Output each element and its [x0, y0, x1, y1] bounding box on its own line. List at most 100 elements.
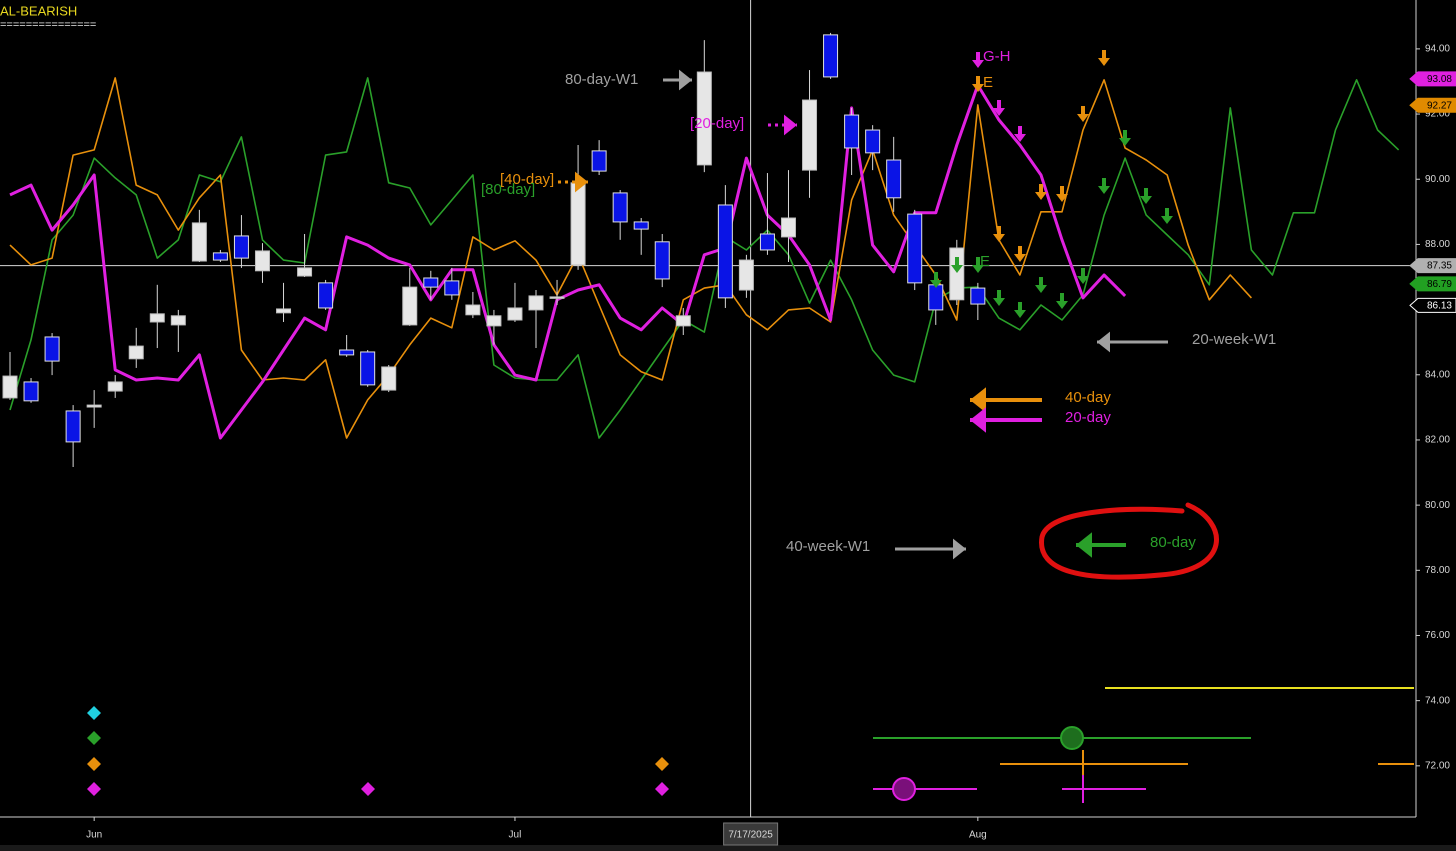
y-tick-label: 92.00 [1425, 109, 1450, 120]
cycle-arrow [1161, 208, 1173, 224]
candle-body [444, 280, 460, 296]
annotation: [80-day] [481, 181, 535, 198]
annotation: [20-day] [690, 115, 744, 132]
headline: AL-BEARISH [0, 3, 77, 18]
cycle-arrow [1098, 50, 1110, 66]
candle-body [907, 213, 923, 284]
x-tick-label: Aug [969, 830, 987, 841]
x-tick-label: Jul [509, 830, 522, 841]
candle-body [65, 410, 81, 443]
price-tag [1409, 71, 1456, 87]
candle-body [402, 286, 418, 326]
candle-body [191, 222, 207, 262]
pointer-head [970, 407, 986, 433]
candle-body [233, 235, 249, 259]
annotation: 20-week-W1 [1192, 331, 1276, 348]
diamond [655, 782, 669, 796]
price-tag [1409, 97, 1456, 113]
candle-body [170, 315, 186, 326]
cycle-arrow [1077, 106, 1089, 122]
cycle-arrow [1119, 130, 1131, 146]
candle-body [212, 252, 228, 261]
annotation: G-H [983, 48, 1011, 65]
candle-body [528, 295, 544, 311]
cycle-arrow [972, 52, 984, 68]
annotation: E [980, 253, 990, 270]
price-tag-label: 86.79 [1427, 279, 1452, 290]
candle-body [823, 34, 839, 78]
rule-text: =============== [0, 19, 96, 31]
candle-body [570, 182, 586, 266]
pointer-head [1097, 331, 1110, 353]
candle-body [844, 114, 860, 149]
diamond [87, 706, 101, 720]
y-tick-label: 80.00 [1425, 500, 1450, 511]
annotation: E [983, 74, 993, 91]
candle-body [297, 267, 313, 277]
candle-body [149, 313, 165, 323]
cycle-arrow [1035, 277, 1047, 293]
candle-body [886, 159, 902, 199]
cycle-line [9, 77, 1400, 439]
cycle-line [9, 83, 1127, 440]
candle-body [507, 307, 523, 321]
cycle-arrow [951, 257, 963, 273]
candle-body [465, 304, 481, 316]
candle-body [23, 381, 39, 402]
candle-body [318, 282, 334, 309]
candle-body [675, 315, 691, 327]
annotation: 40-day [1065, 389, 1111, 406]
cycle-arrow [930, 272, 942, 288]
pointer-head [970, 387, 986, 413]
candle-body [254, 250, 270, 272]
candle-body [738, 259, 754, 291]
annotation: 80-day [1150, 534, 1196, 551]
price-tag-label: 87.35 [1427, 261, 1452, 272]
scrollbar [0, 845, 1456, 851]
candle-body [486, 315, 502, 327]
candle-body [339, 349, 355, 356]
y-tick-label: 88.00 [1425, 239, 1450, 250]
cycle-arrow [993, 290, 1005, 306]
y-tick-label: 72.00 [1425, 760, 1450, 771]
cycle-arrow [972, 257, 984, 273]
pointer-head [575, 171, 588, 193]
candle-body [2, 375, 18, 399]
y-tick-label: 76.00 [1425, 630, 1450, 641]
crosshair-date-box [723, 822, 779, 846]
cycle-arrow [993, 100, 1005, 116]
candle-body [549, 296, 565, 299]
diamond [655, 757, 669, 771]
candle-body [591, 150, 607, 172]
crosshair-date: 7/17/2025 [728, 830, 773, 841]
cycle-arrow [1056, 293, 1068, 309]
price-tag [1409, 276, 1456, 292]
annotation: 40-week-W1 [786, 538, 870, 555]
cycle-arrow [1140, 188, 1152, 204]
cycle-circle [892, 777, 916, 801]
candle-body [802, 99, 818, 171]
candle-body [423, 277, 439, 288]
annotation: 80-day-W1 [565, 71, 638, 88]
price-tag-label: 86.13 [1427, 300, 1452, 311]
candle-body [86, 404, 102, 408]
cycle-arrow [1014, 246, 1026, 262]
candle-body [654, 241, 670, 280]
y-tick-label: 82.00 [1425, 435, 1450, 446]
candle-body [696, 71, 712, 166]
x-tick-label: Jun [86, 830, 102, 841]
pointer-head [784, 114, 797, 136]
cycle-indicators [87, 687, 1414, 803]
candle-body [107, 381, 123, 392]
pointer-head [953, 538, 966, 560]
y-tick-label: 84.00 [1425, 369, 1450, 380]
candle-body [717, 204, 733, 299]
candle-body [276, 308, 292, 314]
cycle-arrow [1098, 178, 1110, 194]
diamond [87, 731, 101, 745]
cycle-circle [1060, 726, 1084, 750]
cycle-line [9, 77, 1252, 439]
candle-body [759, 233, 775, 251]
